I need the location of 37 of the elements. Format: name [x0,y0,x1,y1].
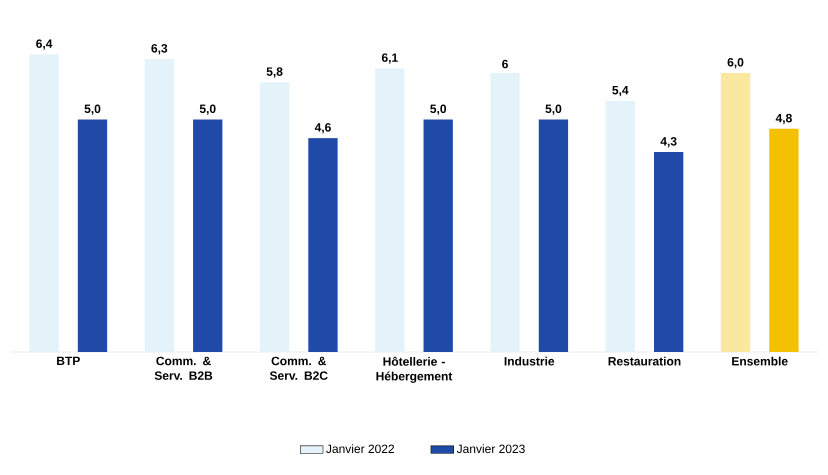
bar [308,138,338,352]
data-label: 5,8 [266,68,283,78]
data-label: 5,0 [84,104,100,115]
legend-label: Janvier 2023 [456,444,525,454]
x-tick-label: Comm. & Serv. B2B [154,356,212,380]
bar [769,128,799,352]
x-tick-label: Restauration [608,356,680,366]
bar [606,101,635,352]
data-label: 5,4 [612,86,629,96]
x-tick-label: Ensemble [732,356,788,366]
data-label: 6 [502,60,508,68]
bar [29,54,59,352]
bar [375,68,404,352]
data-label: 4,8 [776,114,792,124]
x-tick-label: Hôtellerie - Hébergement [376,356,452,384]
data-label: 5,0 [430,104,446,115]
x-tick-label: Industrie [504,356,554,366]
data-label: 6,1 [382,54,398,64]
data-label: 5,0 [200,104,216,115]
bar [538,120,568,352]
bar [193,120,222,352]
data-label: 4,6 [314,123,331,134]
data-label: 5,0 [545,104,562,115]
bar [78,120,108,352]
x-tick-label: BTP [57,356,80,366]
bar [720,73,750,352]
bar [490,73,520,352]
bar [424,120,453,352]
bar [654,152,684,352]
data-label: 6,0 [728,58,744,68]
legend-label: Janvier 2022 [326,444,394,454]
bar [144,59,174,352]
data-label: 6,4 [36,40,52,50]
data-label: 4,3 [660,137,677,148]
data-label: 6,3 [151,44,168,54]
x-tick-label: Comm. & Serv. B2C [270,356,328,380]
bar [260,82,290,352]
